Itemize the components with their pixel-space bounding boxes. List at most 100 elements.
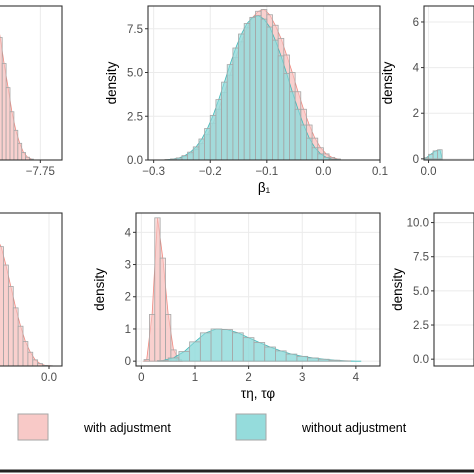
x-tick-label: 4 <box>353 372 360 384</box>
y-tick-label: 1 <box>125 324 131 336</box>
y-tick-label: 5.0 <box>127 68 143 80</box>
legend-key-0 <box>17 413 49 441</box>
bar-without <box>189 341 201 362</box>
y-tick-label: 2.5 <box>127 111 143 123</box>
bar-with <box>165 314 172 362</box>
panel-top-right: 0.00 2 4 6 density <box>380 5 474 178</box>
bar-with <box>154 217 161 362</box>
y-tick-label: 3 <box>125 260 131 272</box>
x-tick-label: −0.2 <box>199 166 222 178</box>
bar-without <box>198 138 205 160</box>
y-axis-title: density <box>380 61 395 104</box>
bar-without <box>226 64 234 160</box>
y-tick-label: 7.5 <box>127 24 143 36</box>
bar-with <box>149 314 156 362</box>
bar-without <box>187 151 194 160</box>
panel-top-middle: −0.3 −0.2 −0.1 0.0 0.1 0.0 2.5 5.0 7.5 density β₁ <box>104 5 388 195</box>
bar-with <box>159 257 166 362</box>
bar-without <box>306 137 313 160</box>
x-tick-label: 0 <box>138 372 144 384</box>
x-tick-label: 0.0 <box>421 166 437 178</box>
bar-with <box>13 129 19 160</box>
bar-without <box>210 328 223 362</box>
x-tick-label: 0.0 <box>41 372 57 384</box>
y-tick-label: 0.0 <box>127 155 143 167</box>
bar-without <box>300 124 307 160</box>
bar-without <box>432 150 439 160</box>
bar-without <box>260 18 268 160</box>
y-tick-label: 10.0 <box>407 218 429 230</box>
bar-without <box>221 329 233 362</box>
bar-without <box>424 157 429 160</box>
bar-without <box>275 350 287 362</box>
y-tick-label: 0 <box>125 356 131 368</box>
bar-without <box>272 39 279 160</box>
x-tick-label: −0.3 <box>142 166 165 178</box>
bar-with <box>37 363 43 366</box>
bar-without <box>283 72 290 160</box>
y-tick-label: 6 <box>413 17 419 29</box>
bar-without <box>266 26 273 160</box>
plot-area <box>148 6 380 160</box>
bar-with <box>17 325 24 366</box>
bar-without <box>243 23 251 160</box>
bar-without <box>221 81 228 160</box>
x-tick-label: 2 <box>245 372 251 384</box>
y-axis-title: density <box>390 268 405 311</box>
bar-without <box>317 153 324 160</box>
bar-with <box>5 87 11 160</box>
plot-background <box>136 213 380 366</box>
y-tick-label: 2.5 <box>413 320 429 332</box>
bar-without <box>311 147 319 160</box>
bar-without <box>253 342 266 362</box>
bar-without <box>232 332 244 362</box>
bar-with <box>21 152 27 160</box>
x-tick-label: 0.1 <box>372 166 388 178</box>
bar-without <box>157 360 169 362</box>
bar-without <box>307 357 319 362</box>
x-tick-label: 3 <box>299 372 305 384</box>
legend-label-1: without adjustment <box>301 421 407 435</box>
panel-border <box>0 212 63 367</box>
bar-without <box>317 358 330 362</box>
panel-border <box>433 212 474 367</box>
bar-without <box>232 47 239 160</box>
panel-top-left: −7.75 <box>0 5 63 178</box>
y-tick-label: 4 <box>413 63 420 75</box>
bar-without <box>249 16 256 160</box>
bar-without <box>289 91 296 160</box>
bar-with <box>1 63 7 160</box>
bar-without <box>437 149 443 160</box>
panel-bottom-middle: 0 1 2 3 4 0 1 2 3 4 density τη, τφ <box>92 212 381 401</box>
bar-without <box>277 55 285 160</box>
bar-without <box>285 353 298 362</box>
y-tick-label: 2 <box>125 292 131 304</box>
panel-bottom-right: 0.0 2.5 5.0 7.5 10.0 density <box>390 212 474 367</box>
bar-without <box>294 108 302 160</box>
panel-border <box>0 5 63 161</box>
plot-background <box>434 213 474 366</box>
y-axis-title: density <box>104 61 119 104</box>
y-tick-label: 0.0 <box>413 354 429 366</box>
x-tick-label: −0.1 <box>255 166 278 178</box>
bar-without <box>428 153 434 160</box>
bar-with <box>12 307 19 366</box>
panel-border <box>423 5 474 161</box>
bar-without <box>215 99 222 160</box>
legend-key-1 <box>235 413 267 441</box>
bar-without <box>238 33 245 160</box>
panel-border <box>147 5 381 161</box>
bar-with <box>32 359 39 366</box>
y-tick-label: 7.5 <box>413 252 429 264</box>
panel-border <box>135 212 381 367</box>
bar-with <box>9 111 15 160</box>
x-tick-label: 1 <box>192 372 198 384</box>
bar-with <box>22 341 29 366</box>
bar-without <box>209 114 217 160</box>
bar-with <box>27 351 34 366</box>
legend: with adjustment without adjustment <box>17 413 407 441</box>
bar-with <box>7 286 14 366</box>
bar-with <box>3 264 9 366</box>
bar-without <box>255 15 262 160</box>
